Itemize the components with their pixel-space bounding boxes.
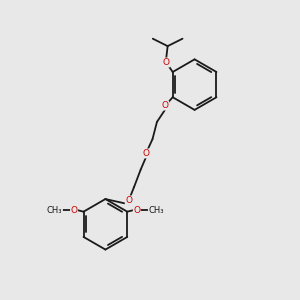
Text: O: O (125, 196, 132, 205)
Text: CH₃: CH₃ (47, 206, 62, 215)
Text: O: O (163, 58, 170, 67)
Text: CH₃: CH₃ (148, 206, 164, 215)
Text: O: O (162, 101, 169, 110)
Text: O: O (133, 206, 140, 215)
Text: O: O (142, 149, 149, 158)
Text: O: O (70, 206, 77, 215)
